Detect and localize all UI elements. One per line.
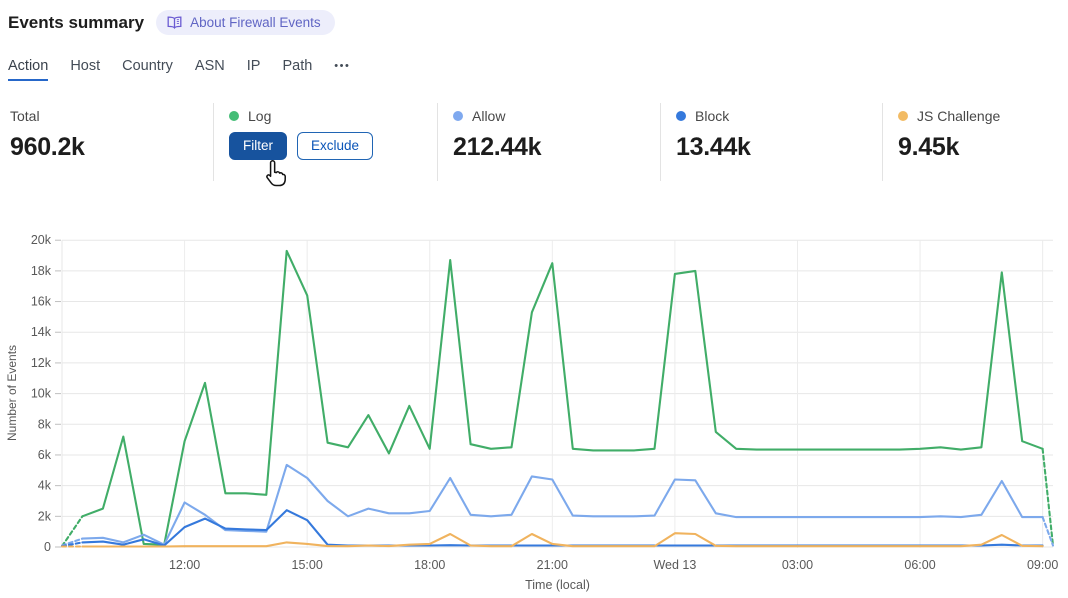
x-tick-label: 12:00 — [169, 558, 200, 572]
tab-action[interactable]: Action — [8, 58, 49, 81]
stat-label: JS Challenge — [898, 108, 1000, 124]
stat-label: Allow — [453, 108, 541, 124]
stat-value: 13.44k — [676, 133, 751, 161]
x-tick-label: 03:00 — [782, 558, 813, 572]
stat-log[interactable]: Log Filter Exclude — [229, 108, 374, 160]
x-tick-label: 09:00 — [1027, 558, 1058, 572]
stat-hover-actions: Filter Exclude — [229, 132, 374, 160]
series-log — [60, 249, 1055, 548]
series-js-challenge — [60, 532, 1044, 548]
y-tick-label: 8k — [38, 417, 52, 431]
y-tick-label: 16k — [31, 295, 52, 309]
x-tick-label: 15:00 — [292, 558, 323, 572]
stat-value: 960.2k — [10, 133, 85, 161]
series-dash-tail — [1041, 447, 1055, 547]
tab-more[interactable]: ••• — [334, 60, 351, 72]
stat-divider — [882, 103, 883, 181]
stat-allow[interactable]: Allow 212.44k — [453, 108, 542, 162]
y-tick-label: 6k — [38, 448, 52, 462]
about-firewall-events-link[interactable]: About Firewall Events — [156, 10, 335, 35]
stat-label-text: Block — [695, 108, 730, 124]
x-axis-title: Time (local) — [525, 578, 590, 592]
stat-label-text: JS Challenge — [917, 108, 1001, 124]
series-line — [81, 532, 1044, 548]
series-line — [81, 509, 1044, 547]
stat-value: 212.44k — [453, 133, 542, 161]
tab-ip[interactable]: IP — [246, 58, 261, 74]
events-chart[interactable]: 0 2k 4k 6k 8k 10k 12k 14k 16k 18k 20k 12:00 15:00 18:… — [0, 228, 1068, 598]
page-title: Events summary — [8, 12, 145, 32]
x-tick-label: 21:00 — [537, 558, 568, 572]
stat-label-text: Total — [10, 108, 40, 124]
series-allow — [60, 463, 1055, 547]
tab-path[interactable]: Path — [282, 58, 313, 74]
y-axis: 0 2k 4k 6k 8k 10k 12k 14k 16k 18k 20k — [31, 233, 1053, 554]
series-line — [81, 249, 1044, 546]
cursor-pointer-icon — [263, 159, 289, 187]
x-axis: 12:00 15:00 18:00 21:00 Wed 13 03:00 06:00 09:0… — [169, 240, 1058, 572]
y-tick-label: 0 — [44, 540, 51, 554]
stat-divider — [660, 103, 661, 181]
x-tick-label: Wed 13 — [653, 558, 696, 572]
page-header: Events summary About Firewall Events — [8, 10, 335, 35]
stat-divider — [437, 103, 438, 181]
stat-label-text: Log — [248, 108, 272, 124]
series-dash-start — [60, 537, 84, 547]
legend-dot-icon — [676, 111, 686, 121]
filter-button[interactable]: Filter — [229, 132, 287, 160]
exclude-button[interactable]: Exclude — [297, 132, 374, 160]
about-badge-label: About Firewall Events — [190, 15, 321, 30]
y-tick-label: 10k — [31, 387, 52, 401]
y-tick-label: 20k — [31, 233, 52, 247]
stats-row: Total 960.2k Log Filter Exclude Allow 212.44k B… — [0, 0, 1068, 200]
y-tick-label: 4k — [38, 479, 52, 493]
legend-dot-icon — [453, 111, 463, 121]
series-line — [81, 463, 1044, 546]
stat-total[interactable]: Total 960.2k — [10, 108, 85, 162]
y-tick-label: 12k — [31, 356, 52, 370]
x-tick-label: 06:00 — [904, 558, 935, 572]
stat-label: Log — [229, 108, 373, 124]
x-tick-label: 18:00 — [414, 558, 445, 572]
tab-host[interactable]: Host — [70, 58, 101, 74]
book-icon — [167, 16, 182, 29]
legend-dot-icon — [229, 111, 239, 121]
y-tick-label: 14k — [31, 325, 52, 339]
series-dash-start — [60, 515, 84, 548]
dimension-tabs: Action Host Country ASN IP Path ••• — [8, 58, 350, 81]
legend-dot-icon — [898, 111, 908, 121]
series-dash-tail — [1041, 516, 1055, 547]
tab-country[interactable]: Country — [122, 58, 173, 74]
stat-label: Block — [676, 108, 751, 124]
stat-js-challenge[interactable]: JS Challenge 9.45k — [898, 108, 1000, 162]
y-axis-title: Number of Events — [5, 345, 19, 441]
y-tick-label: 2k — [38, 509, 52, 523]
stat-divider — [213, 103, 214, 181]
stat-value: 9.45k — [898, 133, 960, 161]
stat-label: Total — [10, 108, 85, 124]
tab-asn[interactable]: ASN — [194, 58, 225, 74]
y-tick-label: 18k — [31, 264, 52, 278]
stat-label-text: Allow — [472, 108, 506, 124]
stat-block[interactable]: Block 13.44k — [676, 108, 751, 162]
